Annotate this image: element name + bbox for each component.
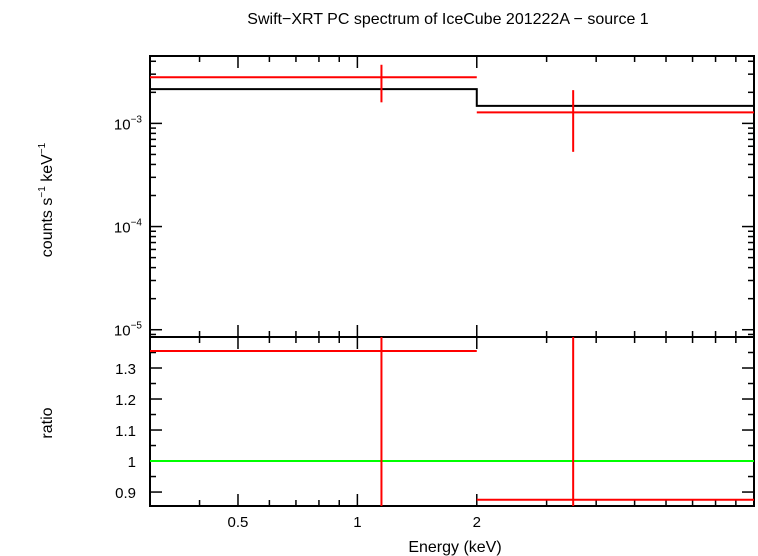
spectrum-y-tick-label: 10−4 (114, 218, 143, 237)
spectrum-y-tick-label: 10−5 (114, 321, 143, 340)
ratio-y-tick-label: 1.3 (115, 361, 136, 378)
chart-title: Swift−XRT PC spectrum of IceCube 201222A… (247, 11, 649, 28)
x-axis-label: Energy (keV) (408, 539, 501, 556)
x-tick-labels: 0.5 1 2 (228, 514, 481, 531)
x-tick-label: 2 (473, 514, 481, 531)
spectrum-panel-frame (149, 55, 755, 338)
spectrum-x-ticks (198, 56, 737, 337)
ratio-y-tick-label: 1.2 (115, 392, 136, 409)
spectrum-model-line (150, 88, 754, 107)
spectrum-y-axis-label: counts s−1 keV−1 (37, 142, 56, 257)
spectrum-y-tick-label: 10−3 (114, 114, 143, 133)
ratio-y-tick-label: 1.1 (115, 423, 136, 440)
x-tick-label: 0.5 (228, 514, 249, 531)
ratio-data-points (150, 337, 754, 506)
ratio-y-ticks: 0.9 1 1.1 1.2 1.3 (115, 336, 754, 502)
ratio-x-ticks (198, 337, 737, 506)
spectrum-model-steps (150, 88, 754, 107)
ratio-panel-frame (149, 336, 755, 507)
ratio-y-axis-label: ratio (39, 407, 56, 438)
x-tick-label: 1 (353, 514, 361, 531)
ratio-y-tick-label: 0.9 (115, 485, 136, 502)
spectrum-y-ticks: 10−5 10−4 10−3 (114, 60, 754, 340)
ratio-y-tick-label: 1 (128, 454, 136, 471)
spectrum-data-points (150, 64, 754, 152)
